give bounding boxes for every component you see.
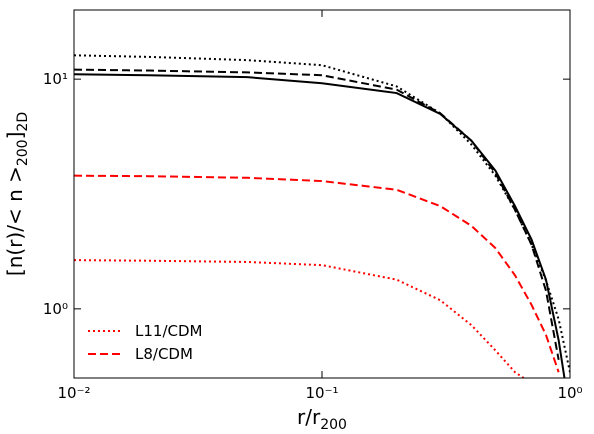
line	[74, 259, 525, 378]
x-axis-label-part: 200	[320, 417, 347, 430]
x-axis-label-part: r/r	[297, 405, 321, 429]
y-tick-label: 10¹	[43, 70, 68, 88]
y-tick-label: 10⁰	[43, 300, 68, 318]
x-tick-label: 10⁰	[557, 384, 582, 402]
legend-label: L8/CDM	[135, 345, 193, 363]
y-axis-label: [n(r)/< n >200]2D	[3, 112, 31, 276]
line	[74, 174, 560, 373]
x-tick-label: 10⁻²	[57, 384, 90, 402]
x-tick-label: 10⁻¹	[305, 384, 338, 402]
y-axis-label-part: ]	[3, 132, 27, 140]
y-axis-label-part: 200	[15, 139, 31, 166]
line	[74, 68, 560, 360]
x-axis-label: r/r200	[297, 405, 347, 430]
line	[74, 54, 570, 373]
legend-label: L11/CDM	[135, 322, 202, 340]
y-axis-label-part: 2D	[15, 112, 31, 132]
y-axis-label-part: [n(r)/< n >	[3, 166, 27, 276]
plot-area	[74, 54, 570, 378]
